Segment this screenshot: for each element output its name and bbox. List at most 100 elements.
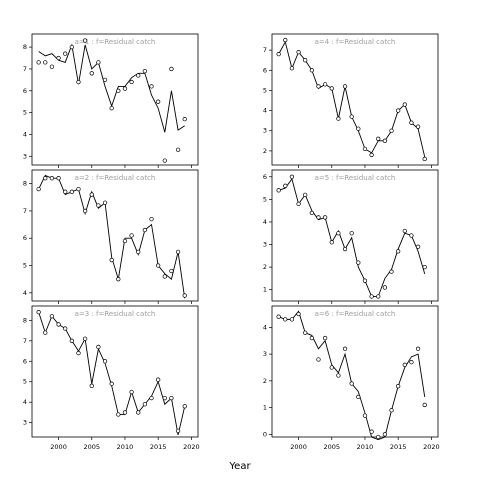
- data-point: [376, 294, 381, 299]
- panel-strip-label: a=3 : f=Residual catch: [75, 310, 156, 318]
- y-tick-label: 4: [23, 398, 27, 406]
- data-point: [342, 84, 348, 89]
- x-tick-label: 2010: [357, 443, 374, 451]
- fitted-line: [38, 43, 185, 133]
- data-point: [89, 192, 94, 197]
- data-point: [283, 37, 288, 43]
- data-point: [142, 402, 148, 407]
- x-tick-label: 2015: [150, 443, 167, 451]
- x-axis-title: Year: [228, 461, 251, 472]
- data-point: [422, 156, 427, 162]
- data-point: [136, 249, 141, 255]
- data-point: [182, 404, 187, 409]
- data-point: [96, 203, 101, 208]
- data-point: [296, 311, 301, 317]
- data-point: [296, 49, 301, 55]
- data-point: [102, 200, 108, 205]
- data-point: [56, 176, 61, 181]
- x-tick-label: 2000: [50, 443, 67, 451]
- data-point: [156, 377, 161, 382]
- data-point: [422, 264, 427, 270]
- data-point: [382, 285, 388, 290]
- y-tick-label: 6: [23, 234, 27, 242]
- data-point: [322, 82, 328, 87]
- panel-frame: [271, 169, 439, 302]
- panel-strip-label: a=6 : f=Residual catch: [315, 310, 396, 318]
- y-tick-label: 5: [23, 378, 27, 386]
- y-tick-label: 2: [263, 377, 267, 385]
- data-point: [389, 408, 394, 413]
- data-point: [36, 186, 41, 192]
- y-tick-label: 6: [23, 87, 27, 95]
- y-tick-label: 6: [23, 357, 27, 365]
- data-point: [49, 314, 55, 319]
- data-point: [56, 322, 61, 327]
- x-tick-label: 2005: [323, 443, 340, 451]
- data-point: [63, 326, 68, 331]
- data-point: [402, 362, 407, 367]
- data-point: [376, 136, 381, 141]
- data-point: [102, 77, 108, 82]
- y-tick-label: 3: [23, 419, 27, 427]
- data-point: [182, 293, 187, 298]
- data-point: [362, 146, 368, 152]
- y-tick-label: 3: [23, 152, 27, 160]
- data-point: [349, 114, 354, 119]
- data-point: [142, 68, 148, 74]
- data-point: [69, 44, 74, 50]
- data-point: [289, 174, 295, 179]
- y-tick-label: 5: [23, 262, 27, 270]
- data-point: [36, 309, 41, 315]
- data-point: [402, 102, 407, 107]
- data-point: [336, 373, 341, 378]
- data-point: [276, 188, 281, 193]
- data-point: [76, 186, 81, 192]
- data-point: [129, 79, 134, 85]
- panel-frame: [271, 33, 439, 166]
- data-point: [69, 189, 74, 194]
- data-point: [336, 231, 341, 236]
- data-point: [43, 60, 48, 65]
- y-tick-label: 0: [263, 430, 267, 438]
- y-tick-label: 8: [23, 180, 27, 188]
- data-point: [382, 432, 388, 437]
- data-point: [129, 233, 134, 238]
- y-tick-label: 3: [263, 350, 267, 358]
- data-point: [396, 384, 401, 389]
- data-point: [96, 344, 101, 350]
- data-point: [376, 434, 381, 440]
- y-tick-label: 6: [263, 173, 267, 181]
- data-point: [56, 55, 61, 61]
- data-point: [182, 116, 187, 122]
- y-tick-label: 4: [263, 218, 267, 226]
- panel-6: a=6 : f=Residual catch 0 1 2 3 4 2000 2005 2010 2…: [263, 305, 440, 451]
- data-point: [36, 60, 41, 65]
- data-point: [382, 138, 388, 143]
- data-point: [309, 335, 314, 341]
- data-point: [415, 244, 421, 249]
- y-tick-label: 2: [263, 147, 267, 155]
- data-point: [175, 428, 181, 434]
- data-point: [349, 381, 354, 386]
- data-point: [316, 215, 321, 220]
- data-point: [136, 73, 141, 78]
- y-tick-label: 5: [263, 86, 267, 94]
- data-point: [362, 413, 368, 418]
- data-point: [415, 124, 421, 129]
- data-point: [162, 158, 167, 163]
- x-tick-label: 2015: [390, 443, 407, 451]
- panel-frame: [31, 305, 199, 438]
- data-point: [162, 274, 167, 279]
- data-point: [129, 389, 134, 395]
- data-point: [356, 260, 361, 265]
- data-point: [389, 269, 394, 274]
- y-tick-label: 3: [263, 127, 267, 135]
- data-point: [396, 108, 401, 113]
- data-point: [329, 86, 334, 91]
- data-point: [116, 88, 121, 93]
- panel-strip-label: a=5 : f=Residual catch: [315, 174, 396, 182]
- x-tick-label: 2005: [83, 443, 100, 451]
- data-point: [175, 249, 181, 255]
- data-point: [109, 381, 114, 386]
- panel-frame: [271, 305, 439, 438]
